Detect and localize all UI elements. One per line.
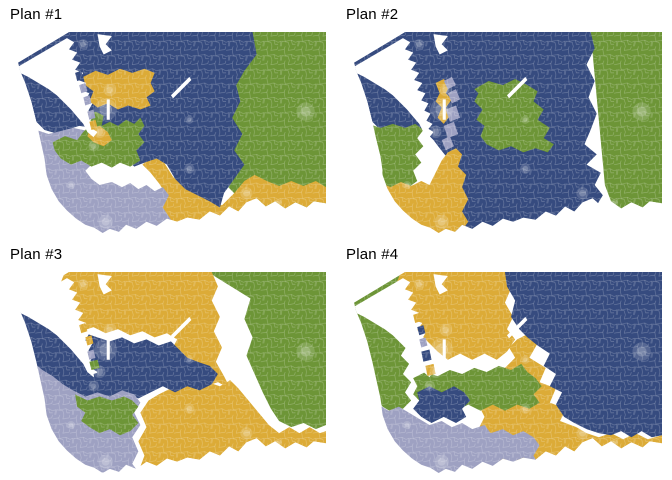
plan-1-map <box>18 32 326 233</box>
plan-3-title: Plan #3 <box>10 246 63 263</box>
plan-2-title: Plan #2 <box>346 6 399 23</box>
plan-4-map <box>354 272 662 473</box>
plan-2-panel: Plan #2 <box>336 0 672 240</box>
plan-3-panel: Plan #3 <box>0 240 336 480</box>
plan-3-map <box>18 272 326 473</box>
plan-4-title: Plan #4 <box>346 246 399 263</box>
plan-1-title: Plan #1 <box>10 6 63 23</box>
plan-4-panel: Plan #4 <box>336 240 672 480</box>
plan-2-map <box>354 32 662 233</box>
plan-1-panel: Plan #1 <box>0 0 336 240</box>
